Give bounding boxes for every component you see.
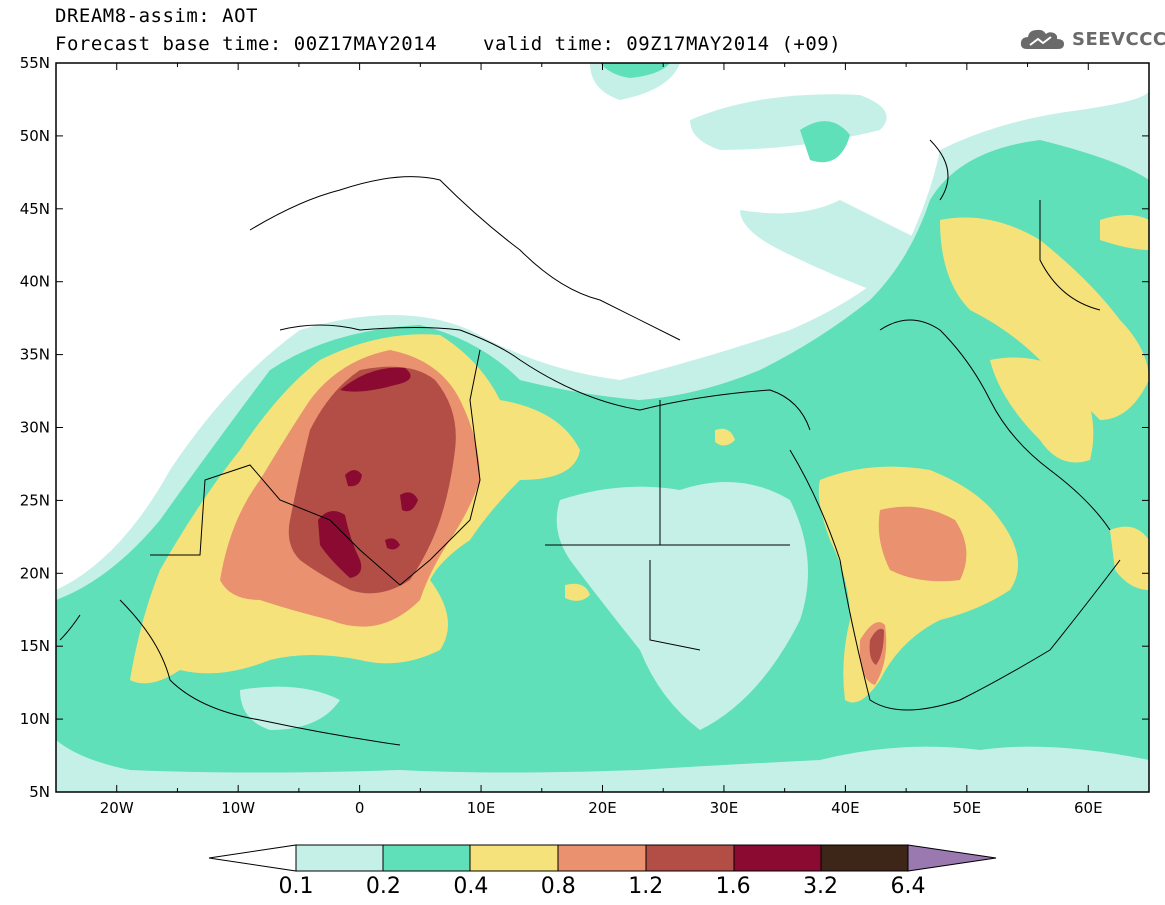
colorbar-bin-3.2	[820, 844, 909, 872]
valid-time-label: valid time: 09Z17MAY2014 (+09)	[483, 33, 842, 55]
lat-tick-label: 45N	[20, 200, 50, 218]
lon-tick-label: 10W	[221, 799, 255, 817]
lat-tick-label: 35N	[20, 346, 50, 364]
lat-tick-label: 15N	[20, 637, 50, 655]
colorbar-bin-1.6	[733, 844, 822, 872]
colorbar-bin-0.8	[557, 844, 647, 872]
lat-tick-label: 10N	[20, 710, 50, 728]
lat-tick-label: 55N	[20, 54, 50, 72]
lat-tick-label: 5N	[29, 783, 50, 801]
cloud-icon	[1020, 29, 1064, 49]
lat-tick-label: 40N	[20, 273, 50, 291]
chart-title: DREAM8-assim: AOT	[55, 5, 258, 27]
lon-tick-label: 50E	[953, 799, 982, 817]
colorbar-labels: 0.1 0.2 0.4 0.8 1.2 1.6 3.2 6.4	[279, 874, 926, 899]
lat-tick-label: 25N	[20, 491, 50, 509]
colorbar-threshold-label: 1.2	[628, 874, 663, 899]
longitude-labels: 20W 10W 0 10E 20E 30E 40E 50E 60E	[100, 799, 1103, 817]
lon-tick-label: 20E	[588, 799, 617, 817]
colorbar-threshold-label: 0.2	[366, 874, 401, 899]
colorbar-threshold-label: 0.1	[279, 874, 314, 899]
lat-tick-label: 50N	[20, 127, 50, 145]
lat-tick-label: 30N	[20, 419, 50, 437]
colorbar: 0.1 0.2 0.4 0.8 1.2 1.6 3.2 6.4	[208, 844, 997, 899]
aot-level-0.1-patches	[240, 482, 808, 730]
logo: SEEVCCC	[1018, 24, 1165, 54]
latitude-labels: 55N 50N 45N 40N 35N 30N 25N 20N 15N 10N 5N	[20, 54, 50, 801]
base-time-label: Forecast base time: 00Z17MAY2014	[55, 33, 438, 55]
colorbar-bin-0.2	[382, 844, 471, 872]
coastlines	[59, 139, 1121, 746]
time-info: Forecast base time: 00Z17MAY2014 valid ti…	[55, 33, 841, 55]
aot-field	[56, 63, 1149, 792]
lon-tick-label: 10E	[467, 799, 496, 817]
lat-tick-label: 20N	[20, 564, 50, 582]
logo-text: SEEVCCC	[1072, 28, 1165, 50]
aot-level-1.6	[318, 367, 418, 578]
colorbar-threshold-label: 1.6	[716, 874, 751, 899]
colorbar-threshold-label: 0.8	[541, 874, 576, 899]
colorbar-bin-0.1	[295, 844, 384, 872]
lon-tick-label: 40E	[831, 799, 860, 817]
colorbar-above-arrow	[907, 844, 997, 872]
lon-tick-label: 60E	[1074, 799, 1103, 817]
colorbar-threshold-label: 0.4	[453, 874, 488, 899]
lon-tick-label: 0	[355, 799, 365, 817]
colorbar-threshold-label: 3.2	[803, 874, 838, 899]
colorbar-bin-0.4	[469, 844, 559, 872]
axis-ticks	[55, 62, 1150, 793]
colorbar-threshold-label: 6.4	[891, 874, 926, 899]
colorbar-bin-1.2	[645, 844, 735, 872]
lon-tick-label: 20W	[100, 799, 134, 817]
colorbar-below-arrow	[208, 844, 297, 872]
lon-tick-label: 30E	[710, 799, 739, 817]
